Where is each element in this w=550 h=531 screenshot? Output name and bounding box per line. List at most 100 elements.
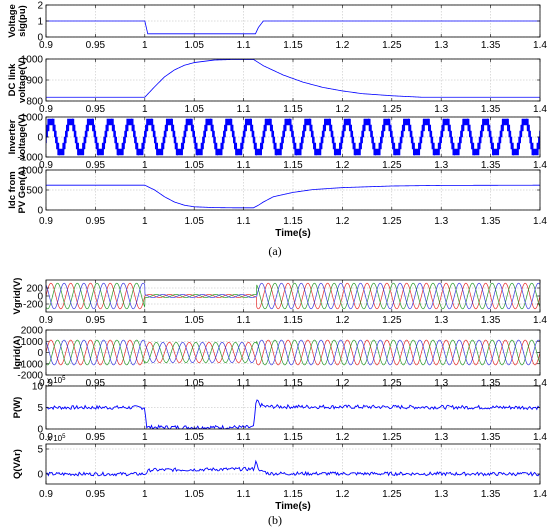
- x-tick-label: 1.4: [533, 432, 547, 443]
- x-tick-label: 1.3: [434, 489, 448, 500]
- plot-area: [46, 339, 540, 366]
- y-tick-label: 5: [37, 445, 43, 456]
- y-axis-label: voltage(V): [17, 114, 28, 160]
- x-tick-label: 1.1: [237, 104, 251, 115]
- panel-1: 0 1 2 Voltage sig(pu) 0.9 0.95 1 1.05 1.1 1.15 1.2 1…: [7, 1, 547, 52]
- x-tick-label: 0.9: [39, 104, 53, 115]
- grid: [45, 58, 541, 102]
- series-line: [46, 118, 540, 156]
- tick-marks: [45, 169, 541, 211]
- x-tick-label: 1.15: [283, 378, 303, 389]
- figure-caption: (b): [268, 513, 282, 527]
- y-tick-label: 1: [37, 17, 43, 28]
- x-tick-label: 1.2: [335, 489, 349, 500]
- x-tick-label: 1: [142, 315, 148, 326]
- y-exponent-power: 5: [62, 376, 66, 382]
- y-axis-label: Vgrid(V): [12, 278, 23, 315]
- y-tick-label: 1000: [21, 55, 44, 66]
- y-tick-label: 1000: [21, 166, 44, 177]
- y-axis-label: Voltage: [7, 4, 18, 38]
- x-tick-label: 1.4: [533, 489, 547, 500]
- figure-caption: (a): [268, 244, 281, 258]
- x-tick-label: 0.9: [39, 160, 53, 171]
- tick-marks: [45, 116, 541, 158]
- x-tick-label: 1.25: [382, 432, 402, 443]
- y-axis-label: Q(VAr): [12, 449, 23, 479]
- x-tick-label: 1.2: [335, 378, 349, 389]
- series-line: [46, 459, 540, 477]
- y-tick-label: -2000: [17, 371, 43, 382]
- x-tick-label: 1.35: [481, 160, 501, 171]
- y-tick-label: 0: [37, 292, 43, 303]
- x-tick-label: 1.1: [237, 216, 251, 227]
- x-tick-label: 1.3: [434, 216, 448, 227]
- x-tick-label: 1.05: [184, 160, 204, 171]
- x-tick-label: 1.35: [481, 432, 501, 443]
- x-tick-label: 0.9: [39, 216, 53, 227]
- x-tick-label: 1.3: [434, 315, 448, 326]
- phase-line: [46, 282, 540, 310]
- phase-line: [46, 339, 540, 366]
- x-tick-label: 1.2: [335, 216, 349, 227]
- x-tick-label: 1.25: [382, 104, 402, 115]
- x-tick-label: 1.25: [382, 489, 402, 500]
- x-axis-label: Time(s): [275, 228, 310, 239]
- tick-marks: [45, 58, 541, 102]
- x-tick-label: 1.15: [283, 216, 303, 227]
- plot-area: [46, 20, 540, 35]
- x-tick-label: 1.3: [434, 104, 448, 115]
- y-axis-label: sig(pu): [17, 5, 28, 37]
- tick-marks: [45, 329, 541, 376]
- y-tick-label: -1000: [17, 153, 43, 164]
- x-tick-label: 1.4: [533, 40, 547, 51]
- x-tick-label: 1.25: [382, 315, 402, 326]
- series-line: [46, 184, 540, 209]
- x-tick-label: 1.25: [382, 40, 402, 51]
- phase-line: [46, 339, 540, 366]
- phase-line: [46, 339, 540, 366]
- x-tick-label: 1: [142, 40, 148, 51]
- tick-marks: [45, 4, 541, 38]
- x-tick-label: 1.3: [434, 40, 448, 51]
- y-axis-label: DC link: [7, 63, 18, 96]
- y-axis-label: PV Gen(A): [17, 167, 28, 214]
- x-tick-label: 1.25: [382, 160, 402, 171]
- grid: [45, 444, 541, 484]
- x-tick-label: 1: [142, 216, 148, 227]
- x-tick-label: 1.05: [184, 40, 204, 51]
- x-tick-label: 1.3: [434, 432, 448, 443]
- x-tick-label: 1: [142, 104, 148, 115]
- series-line: [46, 59, 540, 98]
- x-tick-label: 0.95: [86, 160, 106, 171]
- x-tick-label: 1.35: [481, 378, 501, 389]
- y-tick-label: 10: [32, 382, 44, 393]
- y-tick-label: 0: [37, 33, 43, 44]
- y-tick-label: 2: [37, 1, 43, 12]
- x-tick-label: 1.2: [335, 315, 349, 326]
- x-axis-label: Time(s): [275, 501, 310, 512]
- y-exponent: x 105: [47, 434, 66, 443]
- x-tick-label: 1.05: [184, 378, 204, 389]
- y-tick-label: 200: [26, 284, 43, 295]
- x-tick-label: 1.2: [335, 160, 349, 171]
- x-tick-label: 1.1: [237, 315, 251, 326]
- x-tick-label: 1.05: [184, 315, 204, 326]
- plot-area: [46, 118, 540, 156]
- y-axis-label: Inverter: [7, 119, 18, 154]
- y-exponent-power: 5: [62, 434, 66, 440]
- x-tick-label: 1.05: [184, 216, 204, 227]
- x-tick-label: 0.95: [86, 40, 106, 51]
- x-tick-label: 1.05: [184, 432, 204, 443]
- x-tick-label: 1.25: [382, 378, 402, 389]
- x-tick-label: 1.15: [283, 160, 303, 171]
- y-axis-label: voltage(V): [17, 57, 28, 103]
- grid: [45, 169, 541, 211]
- y-tick-label: 1000: [21, 337, 44, 348]
- y-tick-label: 0: [37, 348, 43, 359]
- x-tick-label: 1.1: [237, 40, 251, 51]
